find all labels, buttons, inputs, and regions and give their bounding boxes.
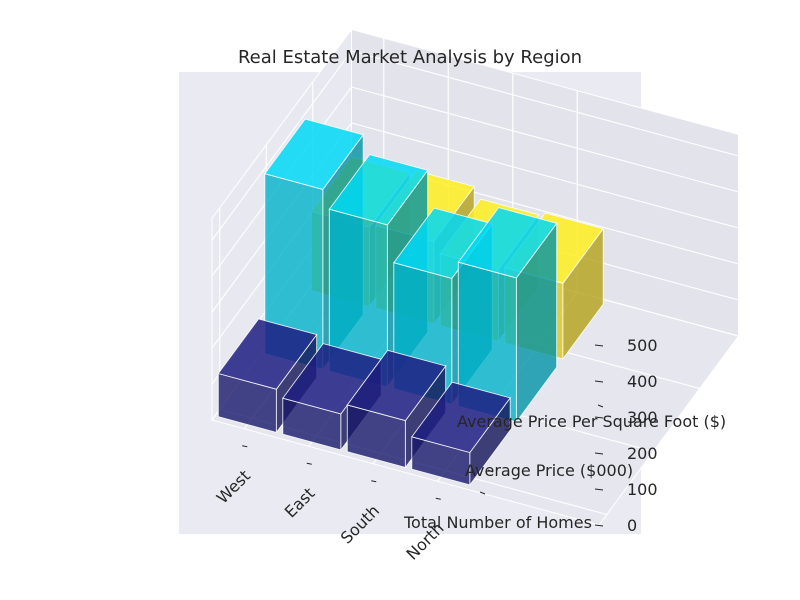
z-tick-mark (594, 380, 604, 383)
y-tick-mark (487, 469, 494, 473)
bar-top-face (346, 349, 447, 422)
x-tick-mark (435, 497, 441, 500)
x-tick-mark (371, 480, 377, 483)
grid-line (351, 86, 739, 193)
z-tick-mark (594, 488, 604, 491)
x-tick-mark (242, 445, 248, 448)
chart-title: Real Estate Market Analysis by Region (238, 47, 582, 68)
y-tick-mark (479, 491, 486, 495)
grid-line (351, 50, 739, 157)
y-tick-label: Total Number of Homes (403, 513, 592, 532)
bar-top-face (457, 207, 558, 279)
y-tick-label: Average Price Per Square Foot ($) (457, 412, 726, 431)
bars-group (217, 118, 604, 487)
bar-top-face (217, 318, 318, 390)
z-tick-label: 200 (627, 444, 658, 463)
bar-top-face (328, 154, 429, 226)
bar-top-face (411, 381, 511, 454)
y-tick-label: Average Price ($000) (465, 461, 633, 480)
bar-top-face (264, 118, 364, 190)
grid-line (351, 122, 739, 229)
z-tick-mark (594, 524, 604, 527)
z-tick-label: 300 (627, 408, 658, 427)
z-tick-label: 500 (627, 336, 658, 355)
z-tick-mark (594, 344, 604, 347)
z-tick-label: 100 (627, 480, 658, 499)
x-tick-mark (306, 462, 312, 465)
y-tick-mark (597, 404, 604, 408)
z-tick-mark (594, 416, 604, 419)
z-tick-label: 0 (627, 516, 637, 535)
grid-line (211, 50, 352, 241)
bar-north-series-1 (411, 381, 511, 487)
z-tick-mark (594, 452, 604, 455)
z-tick-label: 400 (627, 372, 658, 391)
bar-north-series-2 (457, 207, 558, 424)
